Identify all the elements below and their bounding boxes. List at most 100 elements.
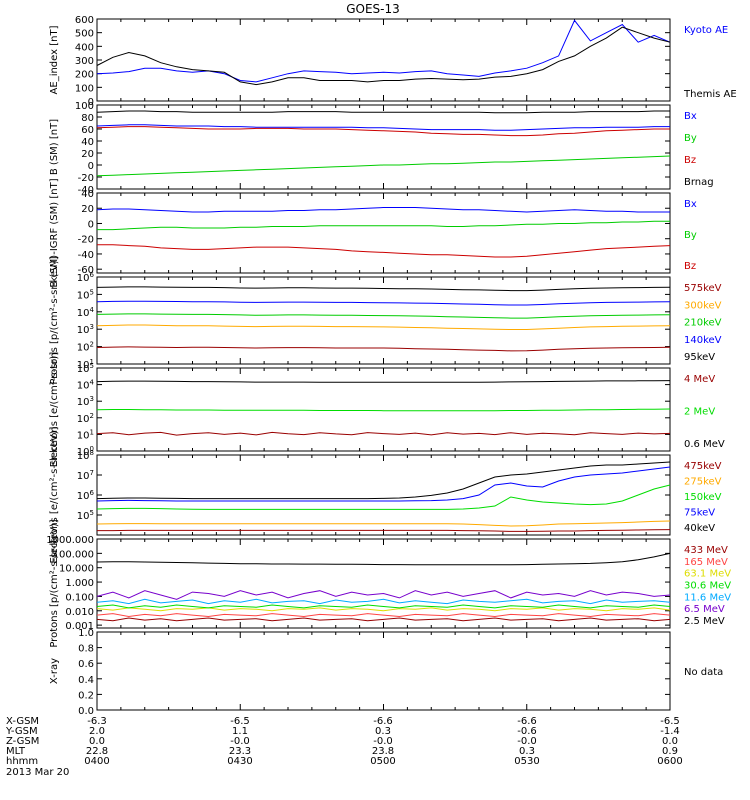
series-line-6	[96, 590, 671, 600]
y-tick-label: 400	[75, 42, 94, 53]
legend-entry: 300keV	[684, 300, 722, 311]
y-tick-label: 100	[75, 101, 94, 112]
ephemeris-value: -6.6	[517, 716, 537, 727]
y-tick-label: 0	[88, 161, 94, 172]
panel-frame	[96, 18, 671, 102]
y-tick-label: 1.000	[65, 578, 94, 589]
legend-entry: Bx	[684, 199, 697, 210]
series-line-2	[96, 408, 671, 412]
series-line-1	[96, 207, 670, 213]
y-tick-label: 40	[81, 189, 94, 200]
legend-entry: Bz	[684, 155, 696, 166]
ephemeris-value: 23.8	[372, 746, 394, 757]
y-tick-label: 103	[77, 323, 94, 336]
legend-entry: Themis AE	[683, 89, 737, 100]
y-tick-label: 0	[88, 97, 94, 108]
legend-entry: 210keV	[684, 318, 722, 329]
y-tick-label: 0.4	[78, 675, 94, 686]
panel-frame	[96, 192, 671, 274]
series-line-2	[96, 26, 671, 86]
ephemeris-value: -6.5	[660, 716, 680, 727]
series-line-4	[96, 300, 671, 306]
panel-frame	[96, 104, 671, 190]
y-tick-label: 100	[75, 83, 94, 94]
y-axis-label: Electrons [e/(cm²-s-sr)]	[49, 352, 60, 468]
y-tick-label: 100	[77, 445, 94, 458]
legend-entry: 2.5 MeV	[684, 616, 725, 627]
legend-entry: 6.5 MeV	[684, 604, 725, 615]
ephemeris-value: -0.0	[517, 736, 537, 747]
legend-entry: 40keV	[684, 523, 715, 534]
legend-entry: 95keV	[684, 352, 715, 363]
y-tick-label: 0.001	[65, 621, 94, 632]
y-tick-label: -20	[78, 235, 94, 246]
panel-7: 1000.000 100.000 10.000 1.000 0.100 0.010 0.00…	[46, 519, 731, 647]
y-tick-label: 102	[77, 412, 94, 425]
y-tick-label: 20	[81, 149, 94, 160]
legend-entry: 11.6 MeV	[684, 592, 731, 603]
ephemeris-label: 2013 Mar 20	[6, 767, 69, 778]
legend-entry: 4 MeV	[684, 374, 715, 385]
y-tick-label: 104	[77, 379, 95, 392]
ephemeris-value: -6.5	[230, 716, 250, 727]
ephemeris-value: -0.0	[230, 736, 250, 747]
ephemeris-value: -1.4	[660, 726, 680, 737]
y-tick-label: 1.0	[78, 628, 94, 639]
y-tick-label: 600	[75, 15, 94, 26]
y-axis-label: B (SM) [nT]	[49, 119, 60, 175]
y-tick-label: 107	[77, 469, 94, 482]
ephemeris-value: 0500	[370, 756, 395, 767]
panel-frame	[96, 276, 671, 365]
ephemeris-value: -6.3	[87, 716, 107, 727]
legend-entry: 30.6 MeV	[684, 581, 731, 592]
ephemeris-label: hhmm	[6, 756, 38, 767]
legend-entry: 0.6 MeV	[684, 439, 725, 450]
series-line-1	[96, 617, 671, 622]
legend-entry: 165 MeV	[684, 557, 728, 568]
y-tick-label: 101	[77, 428, 94, 441]
ephemeris-label: Z-GSM	[6, 736, 39, 747]
y-tick-label: 0.2	[78, 690, 94, 701]
panel-4: 106 105 104 103 102 101 Protons [p/(cm²-s-sr-k…	[49, 256, 722, 384]
y-tick-label: 0.100	[65, 592, 94, 603]
y-tick-label: 300	[75, 56, 94, 67]
series-line-2	[96, 613, 671, 618]
series-line-1	[97, 529, 671, 532]
panel-3: 40 20 0 -20 -40 -60 B (SM)-IGRF (SM) [nT] Bx By B…	[49, 178, 697, 287]
ephemeris-value: -0.0	[373, 736, 393, 747]
ephemeris-value: 22.8	[86, 746, 108, 757]
y-axis-label: Electrons [e/(cm²-s-sr-keV)]	[49, 426, 60, 563]
y-tick-label: 103	[77, 395, 94, 408]
y-tick-label: 80	[81, 113, 94, 124]
legend-entry: Bz	[684, 261, 696, 272]
y-tick-label: 0.8	[78, 644, 94, 655]
y-axis-label: X-ray	[49, 658, 60, 684]
ephemeris-value: 0.0	[662, 736, 678, 747]
legend-entry: Brnag	[684, 177, 714, 188]
y-tick-label: 10.000	[59, 564, 94, 575]
legend-entry: 575keV	[684, 283, 722, 294]
y-tick-label: 105	[77, 362, 94, 375]
y-tick-label: 0	[88, 219, 94, 230]
series-line-2	[97, 220, 670, 231]
ephemeris-value: 0600	[657, 756, 682, 767]
series-line-5	[96, 286, 671, 292]
ephemeris-label: X-GSM	[6, 716, 39, 727]
panel-1: 600 500 400 300 200 100 0 AE_index [nT] Kyoto AE…	[49, 15, 737, 108]
series-line-1	[96, 124, 670, 131]
panel-5: 105 104 103 102 101 100 Electrons [e/(cm²-s-sr…	[49, 352, 725, 468]
y-tick-label: 106	[77, 271, 95, 284]
figure-title: GOES-13	[346, 2, 400, 16]
legend-entry: 2 MeV	[684, 407, 715, 418]
legend-entry: 63.1 MeV	[684, 569, 731, 580]
series-line-2	[96, 324, 671, 330]
y-axis-label: AE_index [nT]	[49, 25, 60, 94]
y-tick-label: 500	[75, 29, 94, 40]
legend-entry: 150keV	[684, 492, 722, 503]
legend-entry: By	[684, 133, 697, 144]
ephemeris-value: -6.6	[373, 716, 393, 727]
series-line-2	[96, 155, 671, 177]
